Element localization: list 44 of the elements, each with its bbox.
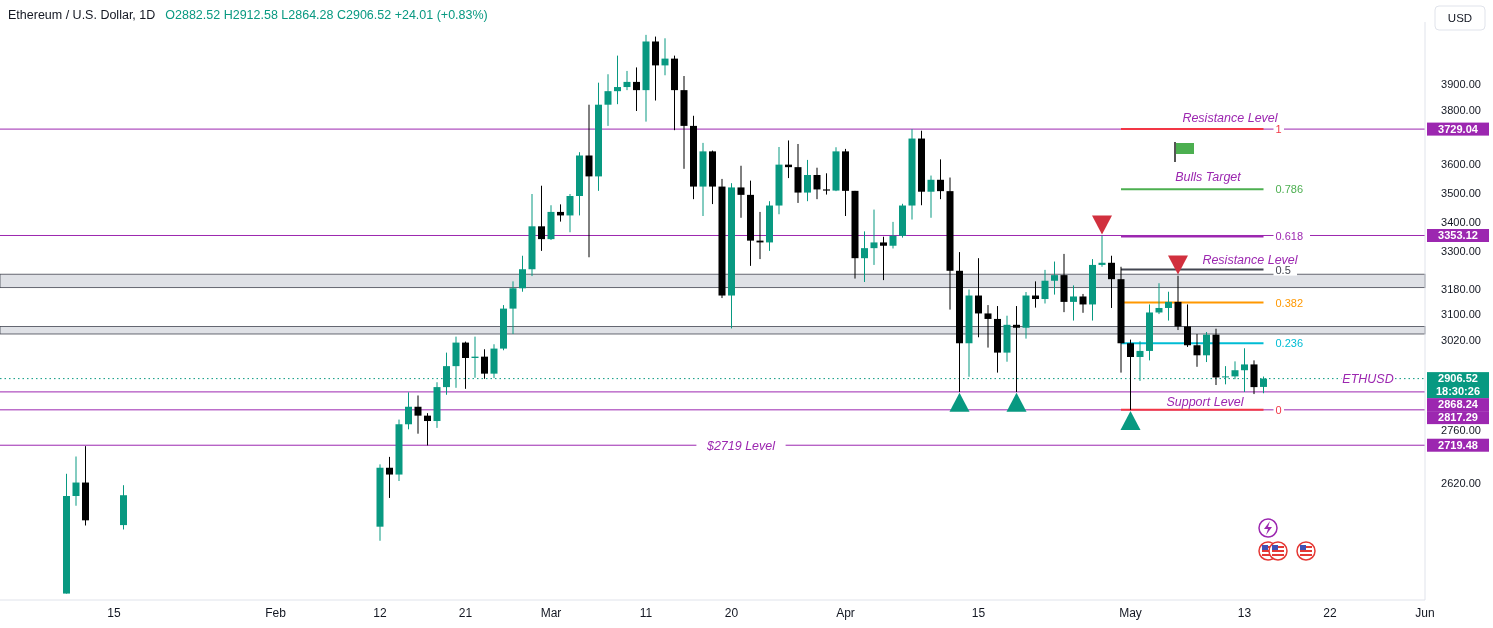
- x-tick-label: 13: [1237, 606, 1252, 620]
- ref-line-label: 2868.24: [1438, 398, 1479, 411]
- x-tick-label: Apr: [836, 606, 855, 620]
- x-tick-label: Mar: [540, 606, 562, 620]
- ref-line-label: 3353.12: [1438, 229, 1478, 241]
- annotation: ETHUSD: [1342, 372, 1394, 387]
- annotation: Support Level: [1166, 394, 1245, 409]
- x-tick-label: 12: [373, 606, 387, 620]
- series-label: 0.618: [1275, 230, 1304, 243]
- y-tick-label: 3300.00: [1441, 245, 1481, 258]
- text: USD: [1447, 12, 1473, 24]
- y-tick-label: 3020.00: [1441, 334, 1481, 347]
- x-tick-label: 22: [1323, 606, 1337, 620]
- annotation: $2719 Level: [705, 438, 777, 453]
- y-tick-label: 3500.00: [1441, 186, 1481, 199]
- annotation: Resistance Level: [1182, 110, 1279, 125]
- ref-line-label: 2906.52 18:30:26: [1435, 372, 1481, 398]
- x-tick-label: Feb: [265, 606, 287, 620]
- series-label: 1: [1275, 123, 1282, 136]
- x-tick-label: 20: [724, 606, 739, 620]
- y-tick-label: 3100.00: [1441, 308, 1481, 321]
- y-tick-label: 3180.00: [1441, 282, 1481, 295]
- x-tick-label: 15: [107, 606, 121, 620]
- series-label: 0.382: [1275, 296, 1304, 309]
- series-label: 0: [1275, 403, 1282, 416]
- y-tick-label: 3400.00: [1441, 215, 1481, 228]
- y-tick-label: 2620.00: [1441, 476, 1481, 489]
- y-tick-label: 3900.00: [1441, 78, 1481, 91]
- y-tick-label: 2760.00: [1441, 424, 1481, 437]
- x-tick-label: Jun: [1415, 606, 1435, 620]
- series-label: 0.786: [1275, 183, 1304, 196]
- ref-line-label: 2817.29: [1438, 411, 1478, 424]
- y-tick-label: 3800.00: [1441, 104, 1481, 117]
- y-tick-label: 3600.00: [1441, 158, 1481, 171]
- series-label: 0.236: [1275, 337, 1304, 350]
- x-tick-label: 15: [971, 606, 986, 620]
- chart-title: Ethereum / U.S. Dollar, 1D: [8, 8, 156, 22]
- x-tick-label: May: [1119, 606, 1142, 620]
- ref-line-label: 2719.48: [1438, 438, 1478, 451]
- x-tick-label: 11: [639, 606, 653, 620]
- annotation: Bulls Target: [1175, 169, 1242, 184]
- ref-line-label: 3729.04: [1438, 122, 1479, 135]
- x-tick-label: 21: [458, 606, 473, 620]
- chart-subtitle: O2882.52 H2912.58 L2864.28 C2906.52 +24.01 (+0.83%): [165, 8, 488, 22]
